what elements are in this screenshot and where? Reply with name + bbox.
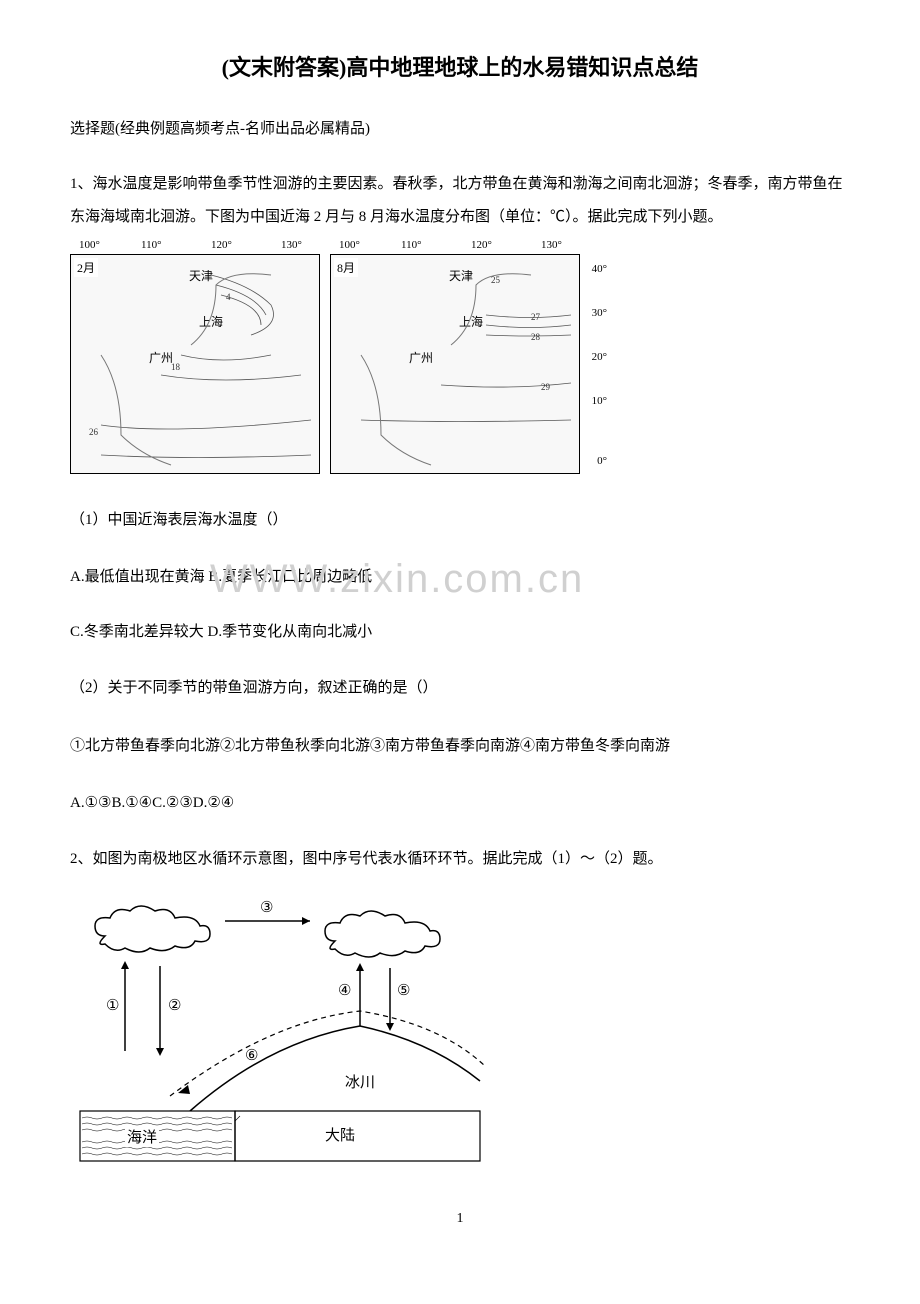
diagram-ocean-label: 海洋: [125, 1126, 159, 1147]
svg-text:4: 4: [226, 292, 231, 302]
q1-intro-text: 1、海水温度是影响带鱼季节性洄游的主要因素。春秋季，北方带鱼在黄海和渤海之间南北…: [70, 168, 850, 234]
svg-text:18: 18: [171, 362, 181, 372]
svg-text:27: 27: [531, 312, 541, 322]
diagram-glacier-label: 冰川: [345, 1071, 375, 1092]
lon-tick: 120°: [211, 239, 232, 251]
q1-1-options-ab: A.最低值出现在黄海 B.夏季长江口比周边略低: [70, 562, 850, 592]
lat-tick: 20°: [592, 351, 607, 363]
lon-tick: 100°: [339, 239, 360, 251]
q1-1-options-cd: C.冬季南北差异较大 D.季节变化从南向北减小: [70, 617, 850, 647]
svg-text:29: 29: [541, 382, 551, 392]
svg-text:28: 28: [531, 332, 541, 342]
lon-tick: 130°: [281, 239, 302, 251]
section-header: 选择题(经典例题高频考点-名师出品必属精品): [70, 117, 850, 138]
q1-1-text: （1）中国近海表层海水温度（）: [70, 504, 850, 537]
lon-tick: 100°: [79, 239, 100, 251]
lat-tick: 30°: [592, 307, 607, 319]
maps-container: 2月 100° 110° 120° 130° 40° 30° 20° 10° 0…: [70, 254, 850, 474]
diagram-num-5: ⑤: [397, 981, 410, 1000]
q1-2-subtext: ①北方带鱼春季向北游②北方带鱼秋季向北游③南方带鱼春季向南游④南方带鱼冬季向南游: [70, 730, 850, 763]
map1-contours: 26 18 4: [71, 255, 321, 475]
page-title: (文末附答案)高中地理地球上的水易错知识点总结: [70, 50, 850, 82]
document-page: (文末附答案)高中地理地球上的水易错知识点总结 选择题(经典例题高频考点-名师出…: [0, 0, 920, 1267]
diagram-num-2: ②: [168, 996, 181, 1015]
water-cycle-diagram: ① ② ③ ④ ⑤ ⑥ 冰川 海洋 大陆: [70, 896, 490, 1176]
lon-tick: 120°: [471, 239, 492, 251]
page-number: 1: [70, 1211, 850, 1227]
diagram-num-3: ③: [260, 898, 273, 917]
diagram-num-1: ①: [106, 996, 119, 1015]
q1-2-options: A.①③B.①④C.②③D.②④: [70, 788, 850, 818]
lat-tick: 10°: [592, 395, 607, 407]
lat-tick: 40°: [592, 263, 607, 275]
lon-tick: 110°: [141, 239, 162, 251]
lat-tick: 0°: [597, 455, 607, 467]
q2-intro-text: 2、如图为南极地区水循环示意图，图中序号代表水循环环节。据此完成（1）～（2）题…: [70, 843, 850, 876]
lon-tick: 130°: [541, 239, 562, 251]
map-august: 8月 100° 110° 120° 130° 40° 30° 20° 10° 0…: [330, 254, 580, 474]
map2-contours: 25 27 28 29: [331, 255, 581, 475]
diagram-num-4: ④: [338, 981, 351, 1000]
svg-text:26: 26: [89, 427, 99, 437]
lon-tick: 110°: [401, 239, 422, 251]
options-with-watermark: A.最低值出现在黄海 B.夏季长江口比周边略低 C.冬季南北差异较大 D.季节变…: [70, 562, 850, 647]
diagram-land-label: 大陆: [325, 1124, 355, 1145]
map-february: 2月 100° 110° 120° 130° 40° 30° 20° 10° 0…: [70, 254, 320, 474]
q1-2-text: （2）关于不同季节的带鱼洄游方向，叙述正确的是（）: [70, 672, 850, 705]
diagram-num-6: ⑥: [245, 1046, 258, 1065]
svg-text:25: 25: [491, 275, 501, 285]
